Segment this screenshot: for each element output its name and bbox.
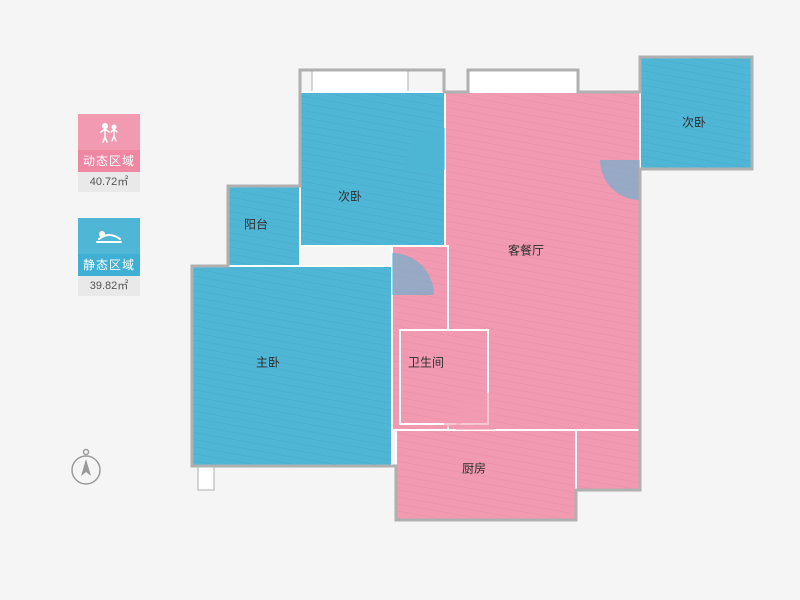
room-label-bathroom: 卫生间 — [408, 354, 444, 371]
floorplan-stage: 动态区域40.72㎡静态区域39.82㎡ 次卧次卧阳台主卧客餐厅卫生间厨房 — [0, 0, 800, 600]
legend-dynamic-value: 40.72㎡ — [78, 172, 140, 192]
room-kitchen_ext — [576, 430, 640, 490]
door-arc — [600, 160, 640, 200]
room-label-secondary_bedroom_right: 次卧 — [682, 114, 706, 131]
door-arc — [403, 128, 445, 170]
window — [312, 70, 408, 92]
window — [198, 460, 214, 490]
room-label-master_bedroom: 主卧 — [256, 354, 280, 371]
static-icon-box — [78, 218, 140, 254]
room-label-secondary_bedroom_left: 次卧 — [338, 188, 362, 205]
people-icon — [95, 120, 123, 144]
door-arc — [392, 253, 434, 295]
room-label-balcony: 阳台 — [244, 216, 268, 233]
room-hallway — [392, 246, 448, 430]
door-arc — [444, 392, 480, 428]
room-label-living_dining: 客餐厅 — [508, 242, 544, 259]
room-secondary_bedroom_left — [300, 92, 445, 246]
window — [468, 70, 578, 92]
dynamic-icon-box — [78, 114, 140, 150]
legend-static-label: 静态区域 — [78, 254, 140, 276]
floorplan-svg — [0, 0, 800, 600]
room-bathroom — [400, 330, 488, 424]
room-master_bedroom — [192, 266, 392, 466]
door-arc — [456, 392, 494, 430]
room-label-kitchen: 厨房 — [462, 460, 486, 477]
wall-outline — [192, 57, 752, 520]
compass-icon — [72, 450, 100, 485]
legend-static: 静态区域39.82㎡ — [78, 218, 140, 296]
room-living_dining — [445, 92, 640, 430]
sleep-icon — [94, 225, 124, 247]
legend-dynamic-label: 动态区域 — [78, 150, 140, 172]
legend-dynamic: 动态区域40.72㎡ — [78, 114, 140, 192]
legend-static-value: 39.82㎡ — [78, 276, 140, 296]
